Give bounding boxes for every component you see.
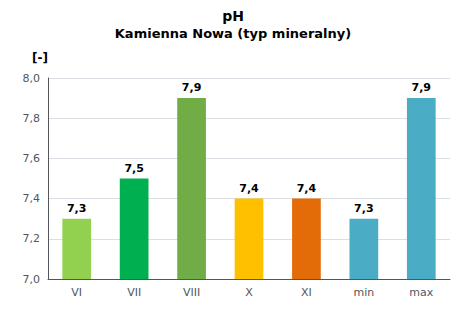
svg-text:8,0: 8,0 xyxy=(23,72,41,85)
svg-text:X: X xyxy=(245,286,253,299)
svg-text:min: min xyxy=(353,286,374,299)
svg-text:[-]: [-] xyxy=(32,51,48,65)
svg-text:max: max xyxy=(409,286,433,299)
svg-text:pH: pH xyxy=(222,8,244,24)
svg-text:7,2: 7,2 xyxy=(23,232,41,245)
svg-text:7,4: 7,4 xyxy=(239,182,259,195)
svg-text:7,4: 7,4 xyxy=(23,192,41,205)
svg-text:7,6: 7,6 xyxy=(23,152,41,165)
svg-text:7,0: 7,0 xyxy=(23,273,41,286)
svg-text:7,3: 7,3 xyxy=(354,202,374,215)
svg-text:XI: XI xyxy=(301,286,312,299)
svg-text:VI: VI xyxy=(71,286,82,299)
svg-text:7,5: 7,5 xyxy=(124,162,144,175)
svg-text:VII: VII xyxy=(127,286,141,299)
svg-text:7,8: 7,8 xyxy=(23,112,41,125)
svg-text:7,9: 7,9 xyxy=(182,81,202,94)
svg-text:7,9: 7,9 xyxy=(412,81,432,94)
svg-text:VIII: VIII xyxy=(183,286,200,299)
svg-text:Kamienna Nowa (typ mineralny): Kamienna Nowa (typ mineralny) xyxy=(115,26,351,41)
svg-text:7,3: 7,3 xyxy=(67,202,87,215)
svg-text:7,4: 7,4 xyxy=(297,182,317,195)
